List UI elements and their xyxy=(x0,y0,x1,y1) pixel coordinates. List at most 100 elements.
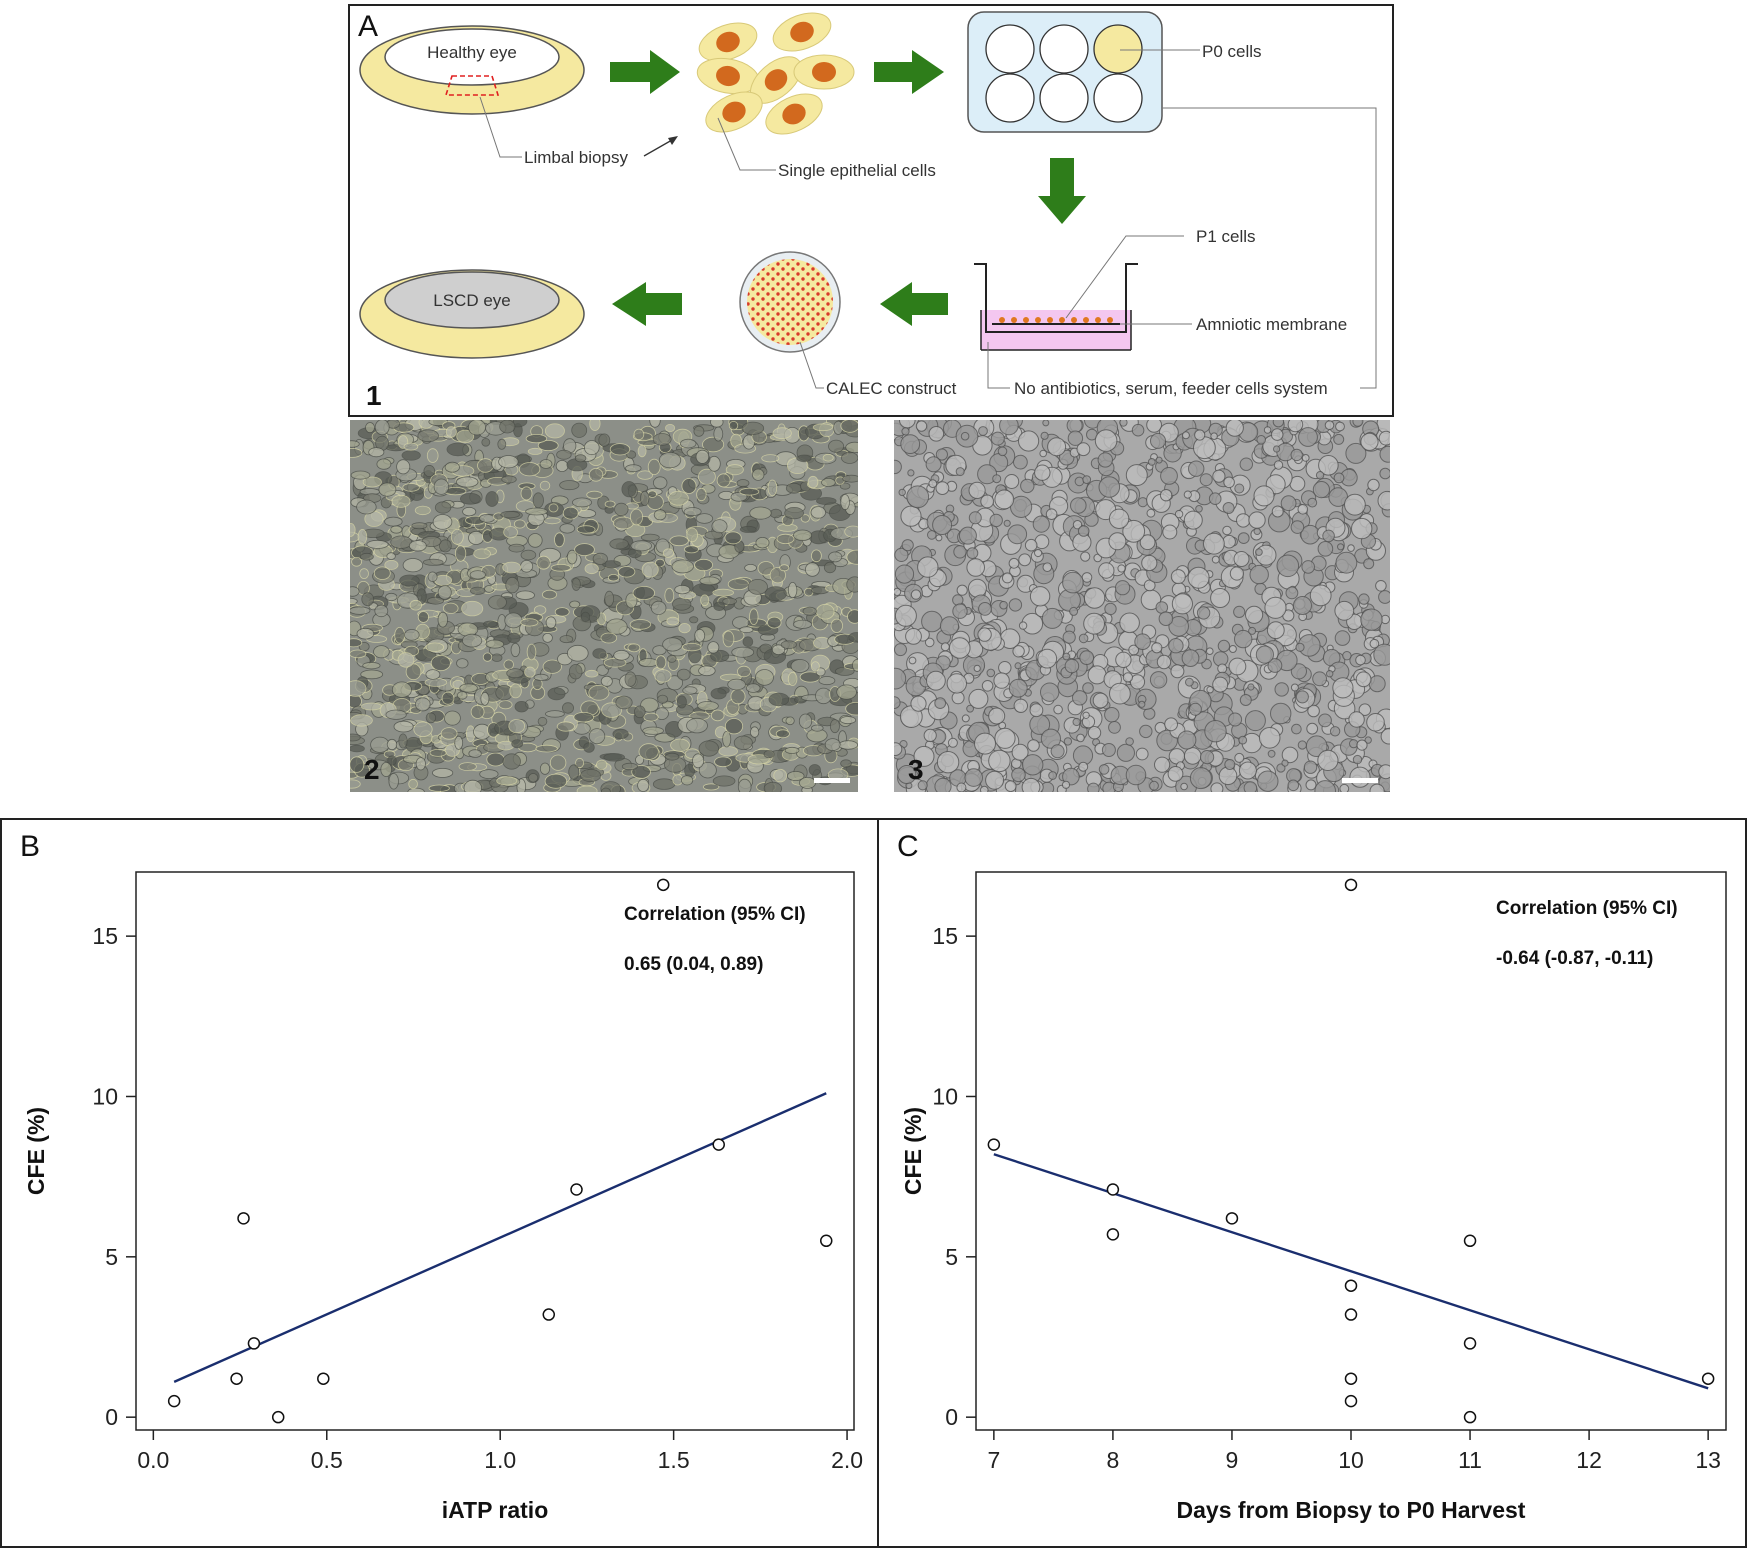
cell-texture xyxy=(524,666,536,678)
cell-texture xyxy=(1004,474,1020,489)
cell-texture xyxy=(1008,557,1020,569)
cell-texture xyxy=(1305,735,1328,758)
cell-texture xyxy=(844,525,858,538)
cell-texture xyxy=(1139,534,1156,551)
panel-letter-c: C xyxy=(897,830,919,863)
cell-texture xyxy=(1131,423,1145,437)
cell-texture xyxy=(571,422,588,438)
cell-texture xyxy=(637,445,647,458)
cell-texture xyxy=(978,426,988,436)
cell-texture xyxy=(1129,674,1146,690)
cell-texture xyxy=(635,754,645,765)
cell-texture xyxy=(1149,780,1159,791)
cell-texture xyxy=(518,462,541,477)
cell-texture xyxy=(1375,580,1387,592)
cell-texture xyxy=(503,659,514,670)
cell-texture xyxy=(1291,723,1302,735)
data-point xyxy=(1225,1212,1239,1225)
cell-texture xyxy=(468,530,485,545)
cell-texture xyxy=(559,635,574,644)
cell-texture xyxy=(1206,686,1214,694)
cell-texture xyxy=(989,513,1003,528)
cell-texture xyxy=(1367,478,1380,492)
cell-texture xyxy=(1244,710,1266,732)
cell-texture xyxy=(816,603,835,620)
cell-texture xyxy=(1318,455,1339,476)
cell-texture xyxy=(357,529,368,545)
cell-texture xyxy=(718,746,738,757)
cell-texture xyxy=(544,710,565,718)
cell-texture xyxy=(571,577,581,591)
x-tick-label: 9 xyxy=(1226,1447,1239,1473)
cell-texture xyxy=(1149,671,1168,689)
cell-texture xyxy=(614,502,629,517)
cell-texture xyxy=(1092,692,1109,709)
calec-construct-label: CALEC construct xyxy=(826,379,957,398)
cell-texture xyxy=(693,425,705,437)
cell-texture xyxy=(1171,593,1193,615)
cell-texture xyxy=(784,507,804,520)
cell-texture xyxy=(1034,548,1043,558)
biopsy-leader-line xyxy=(479,96,522,158)
cell-texture xyxy=(935,448,949,461)
cell-texture xyxy=(1024,538,1038,552)
micrograph-2-image xyxy=(350,420,858,792)
cell-texture xyxy=(905,628,922,645)
cell-texture xyxy=(652,645,667,656)
cell-texture xyxy=(915,420,928,432)
cell-texture xyxy=(1243,781,1258,792)
cell-texture xyxy=(1045,508,1058,520)
cell-texture xyxy=(1151,642,1163,654)
cell-texture xyxy=(423,464,436,478)
cell-texture xyxy=(1297,504,1309,515)
cell-texture xyxy=(444,710,461,726)
cell-texture xyxy=(652,433,672,446)
cell-texture xyxy=(584,669,599,678)
cell-texture xyxy=(629,508,643,526)
cell-texture xyxy=(776,533,795,545)
cell-texture xyxy=(654,669,672,683)
cell-texture xyxy=(532,492,544,509)
cell-texture xyxy=(1141,554,1158,572)
single-epithelial-cells-illustration xyxy=(696,12,855,135)
cell-texture xyxy=(652,778,676,790)
cell-texture xyxy=(1366,713,1385,732)
cell-texture xyxy=(840,420,858,433)
cell-texture xyxy=(1082,475,1092,484)
cell-texture xyxy=(845,702,858,716)
cell-texture xyxy=(1334,600,1355,621)
cell-texture xyxy=(784,746,800,754)
cell-texture xyxy=(1139,724,1153,739)
cell-texture xyxy=(755,536,770,549)
cell-texture xyxy=(568,764,580,780)
data-point xyxy=(1344,878,1358,892)
cell-texture xyxy=(1074,476,1085,487)
cell-texture xyxy=(502,561,522,574)
cell-texture xyxy=(509,683,522,699)
cell-texture xyxy=(391,681,412,698)
cell-texture xyxy=(1280,495,1297,512)
cell-texture xyxy=(562,506,579,520)
cell-texture xyxy=(417,611,430,623)
cell-texture xyxy=(694,558,714,572)
cell-texture xyxy=(350,448,363,458)
cell-texture xyxy=(946,673,967,694)
cell-texture xyxy=(520,560,534,573)
cell-texture xyxy=(402,483,420,492)
cell-texture xyxy=(405,663,422,681)
cell-texture xyxy=(547,687,566,701)
cell-texture xyxy=(953,545,967,559)
cell-texture xyxy=(402,558,424,573)
cell-texture xyxy=(662,637,683,652)
plate-leader-line xyxy=(1162,107,1377,389)
cell-texture xyxy=(1257,770,1279,792)
cell-texture xyxy=(536,555,551,570)
cell-texture xyxy=(374,604,389,618)
cell-texture xyxy=(741,421,765,435)
cell-texture xyxy=(555,460,569,473)
cell-texture xyxy=(737,778,752,792)
cell-texture xyxy=(350,649,367,659)
cell-texture xyxy=(711,519,728,534)
cell-texture xyxy=(908,656,917,665)
cell-texture xyxy=(592,552,608,565)
